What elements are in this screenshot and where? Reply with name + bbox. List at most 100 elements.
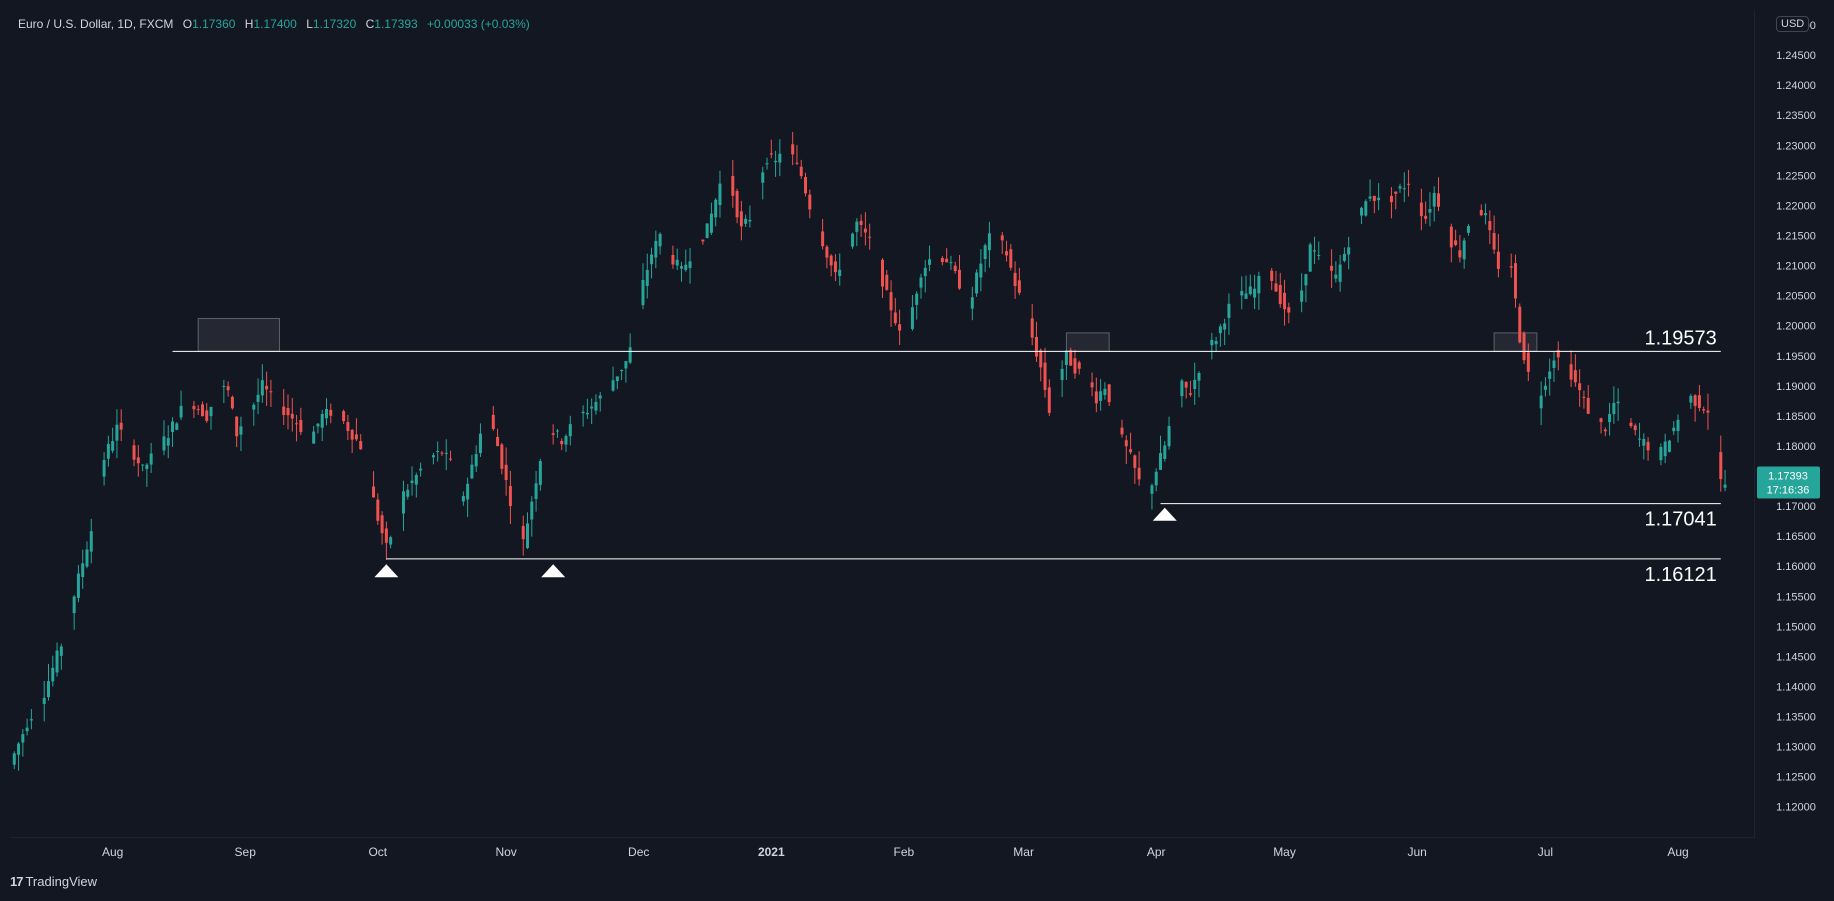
candle[interactable] — [1064, 349, 1068, 380]
candle[interactable] — [1407, 169, 1411, 197]
candle[interactable] — [42, 680, 46, 722]
candle[interactable] — [466, 477, 470, 518]
candle[interactable] — [590, 398, 594, 425]
candle[interactable] — [29, 709, 33, 730]
candle[interactable] — [650, 247, 654, 279]
candle[interactable] — [744, 214, 748, 228]
candle[interactable] — [1240, 276, 1244, 310]
candle[interactable] — [658, 232, 662, 255]
candle[interactable] — [239, 416, 243, 451]
candle[interactable] — [1462, 237, 1466, 269]
candle[interactable] — [235, 416, 239, 448]
candle[interactable] — [209, 406, 213, 430]
candle[interactable] — [526, 512, 530, 550]
candle[interactable] — [1257, 271, 1261, 310]
candle[interactable] — [384, 521, 388, 560]
candle[interactable] — [1073, 349, 1077, 379]
candle[interactable] — [1603, 427, 1607, 437]
candle[interactable] — [953, 261, 957, 274]
candle[interactable] — [705, 223, 709, 239]
candle[interactable] — [1586, 385, 1590, 415]
candle[interactable] — [55, 642, 59, 677]
candle[interactable] — [192, 400, 196, 419]
candle[interactable] — [449, 450, 453, 462]
candle[interactable] — [1188, 380, 1192, 397]
candle[interactable] — [508, 470, 512, 524]
candle[interactable] — [804, 172, 808, 197]
candle[interactable] — [376, 493, 380, 525]
candle[interactable] — [1377, 183, 1381, 211]
candle[interactable] — [1492, 215, 1496, 255]
candle[interactable] — [132, 439, 136, 467]
candle[interactable] — [1667, 439, 1671, 453]
candle[interactable] — [1539, 381, 1543, 426]
time-axis[interactable]: Aug Sep Oct Nov Dec 2021 Feb Mar Apr May Jun Jul Aug — [102, 845, 1689, 859]
candle[interactable] — [799, 159, 803, 179]
candle[interactable] — [372, 471, 376, 498]
candle[interactable] — [1522, 331, 1526, 364]
candle[interactable] — [1253, 274, 1257, 310]
candle[interactable] — [329, 403, 333, 424]
candle[interactable] — [970, 286, 974, 321]
candle[interactable] — [628, 333, 632, 365]
candle[interactable] — [1047, 379, 1051, 416]
candle[interactable] — [928, 245, 932, 272]
price-chart[interactable]: 1.19573 1.17041 1.16121 — [10, 10, 1756, 839]
candle[interactable] — [1526, 343, 1530, 382]
candle[interactable] — [1159, 435, 1162, 470]
candle[interactable] — [115, 409, 119, 459]
candle[interactable] — [230, 395, 234, 410]
candle[interactable] — [611, 366, 615, 392]
candle[interactable] — [1479, 204, 1483, 217]
candle[interactable] — [286, 394, 290, 430]
candle[interactable] — [1223, 318, 1227, 346]
candle[interactable] — [671, 245, 675, 269]
candle[interactable] — [76, 565, 80, 603]
candle[interactable] — [1642, 433, 1646, 460]
candle[interactable] — [957, 254, 961, 290]
candle[interactable] — [1283, 279, 1287, 326]
candle[interactable] — [714, 198, 718, 227]
candle[interactable] — [106, 435, 110, 467]
candle[interactable] — [316, 423, 320, 434]
candle[interactable] — [1000, 232, 1004, 254]
candle[interactable] — [1629, 417, 1633, 429]
chart-pane[interactable]: 1.19573 1.17041 1.16121 — [10, 10, 1756, 839]
candle[interactable] — [1060, 360, 1064, 397]
candle[interactable] — [1638, 422, 1642, 447]
candle[interactable] — [1039, 348, 1043, 382]
candle[interactable] — [72, 595, 76, 630]
candle[interactable] — [85, 541, 89, 569]
candle[interactable] — [684, 249, 688, 272]
candle[interactable] — [701, 239, 705, 245]
candle[interactable] — [1034, 321, 1038, 362]
candle[interactable] — [1659, 443, 1663, 466]
candle[interactable] — [504, 447, 508, 496]
candle[interactable] — [1342, 247, 1346, 263]
candle[interactable] — [149, 442, 153, 473]
candle[interactable] — [222, 379, 226, 404]
candle[interactable] — [1582, 390, 1586, 409]
candle[interactable] — [1372, 195, 1376, 214]
candle[interactable] — [1449, 223, 1453, 263]
candle[interactable] — [555, 428, 559, 438]
candle[interactable] — [256, 378, 260, 415]
candle[interactable] — [1270, 267, 1274, 291]
candle[interactable] — [1646, 437, 1650, 461]
candle[interactable] — [739, 200, 743, 241]
candle[interactable] — [825, 244, 829, 269]
candle[interactable] — [675, 248, 679, 270]
candle[interactable] — [111, 427, 115, 454]
candle[interactable] — [171, 417, 175, 447]
candle[interactable] — [51, 655, 55, 687]
candle[interactable] — [389, 535, 393, 549]
candle[interactable] — [1069, 347, 1073, 366]
candle[interactable] — [1543, 377, 1547, 397]
candle[interactable] — [624, 360, 628, 383]
candle[interactable] — [940, 255, 944, 266]
candle[interactable] — [1578, 369, 1582, 407]
candle[interactable] — [1227, 293, 1231, 335]
candle[interactable] — [898, 309, 902, 346]
candle[interactable] — [1167, 416, 1171, 450]
candle[interactable] — [312, 425, 316, 444]
